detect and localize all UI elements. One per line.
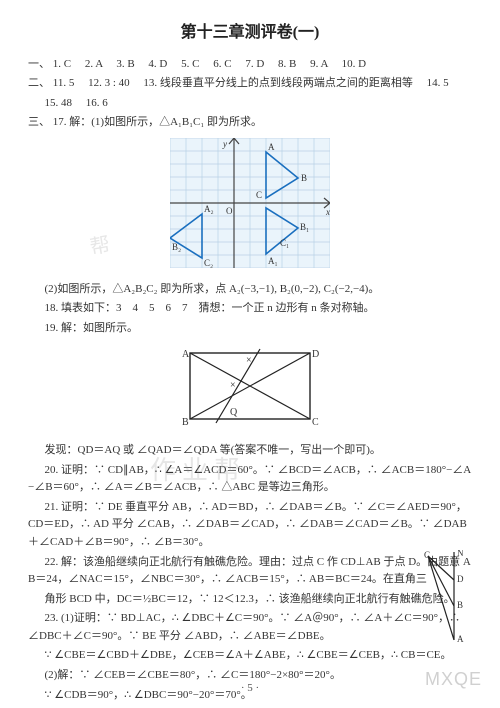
svg-text:B₂: B₂: [172, 242, 181, 252]
mc-6: 6. C: [213, 58, 231, 70]
q23-1: 23. (1)证明：∵ BD⊥AC，∴ ∠DBC＋∠C＝90°。∵ ∠A＠90°…: [28, 610, 472, 645]
fill-15: 15. 48: [45, 97, 73, 109]
mc-7: 7. D: [245, 58, 264, 70]
svg-text:N: N: [457, 550, 464, 558]
q17-2: (2)如图所示，△A₂B₂C₂ 即为所求，点 A₂(−3,−1), B₂(0,−…: [28, 281, 472, 299]
svg-text:×: ×: [230, 380, 236, 391]
svg-text:C: C: [312, 417, 319, 428]
mc-2: 2. A: [85, 58, 103, 70]
svg-text:A: A: [182, 349, 190, 360]
svg-text:B: B: [182, 417, 189, 428]
q18: 18. 填表如下：3 4 5 6 7 猜想：一个正 n 边形有 n 条对称轴。: [28, 300, 472, 318]
svg-text:B: B: [301, 173, 307, 183]
q19: 19. 解：如图所示。: [28, 320, 472, 338]
svg-text:x: x: [325, 207, 330, 217]
svg-text:C₁: C₁: [280, 238, 289, 248]
svg-text:C₂: C₂: [204, 258, 213, 268]
svg-text:A: A: [268, 142, 275, 152]
figure-3-side: C N D B A: [424, 550, 470, 651]
svg-text:C: C: [424, 550, 430, 560]
section2-line1: 二、 11. 5 12. 3 : 40 13. 线段垂直平分线上的点到线段两端点…: [28, 75, 472, 93]
mc-4: 4. D: [148, 58, 167, 70]
svg-text:O: O: [226, 206, 233, 216]
section3-prefix: 三、: [28, 116, 50, 128]
mc-10: 10. D: [342, 58, 366, 70]
svg-text:C: C: [256, 190, 262, 200]
q22-b: 角形 BCD 中，DC＝½BC＝12，∵ 12＜12.3，∴ 该渔船继续向正北航…: [28, 591, 472, 609]
svg-text:×: ×: [246, 355, 252, 366]
fill-16: 16. 6: [86, 97, 108, 109]
q21: 21. 证明：∵ DE 垂直平分 AB，∴ AD＝BD，∴ ∠DAB＝∠B。∵ …: [28, 499, 472, 552]
q19-found: 发现：QD＝AQ 或 ∠QAD＝∠QDA 等(答案不唯一，写出一个即可)。: [28, 442, 472, 460]
mc-8: 8. B: [278, 58, 296, 70]
page-title: 第十三章测评卷(一): [28, 20, 472, 46]
mc-3: 3. B: [116, 58, 134, 70]
svg-text:B: B: [457, 600, 463, 610]
mc-1: 1. C: [53, 58, 71, 70]
fill-14: 14. 5: [427, 77, 449, 89]
svg-text:D: D: [312, 349, 319, 360]
page-number: · 5 ·: [0, 680, 500, 698]
fill-11: 11. 5: [53, 77, 75, 89]
section1-prefix: 一、: [28, 58, 50, 70]
svg-text:A: A: [457, 634, 464, 644]
svg-text:Q: Q: [230, 407, 238, 418]
section2-line2: 15. 48 16. 6: [28, 95, 472, 113]
svg-text:A₁: A₁: [268, 256, 278, 266]
q20: 20. 证明：∵ CD∥AB，∴ ∠A＝∠ACD＝60°。∵ ∠BCD＝∠ACB…: [28, 462, 472, 497]
q23-1b: ∵ ∠CBE＝∠CBD＋∠DBE，∠CEB＝∠A＋∠ABE，∴ ∠CBE＝∠CE…: [28, 647, 472, 665]
svg-text:D: D: [457, 574, 464, 584]
mc-9: 9. A: [310, 58, 328, 70]
svg-text:B₁: B₁: [300, 222, 309, 232]
q22-a: 22. 解：该渔船继续向正北航行有触礁危险。理由：过点 C 作 CD⊥AB 于点…: [28, 554, 472, 589]
q17-1-text: 17. 解：(1)如图所示，△A₁B₁C₁ 即为所求。: [53, 116, 262, 128]
section2-prefix: 二、: [28, 77, 50, 89]
figure-1-grid: x y O A B C A₁ B₁ C₁ A₂ B₂ C₂: [28, 138, 472, 275]
mc-5: 5. C: [181, 58, 199, 70]
svg-text:y: y: [222, 139, 227, 149]
fill-13: 13. 线段垂直平分线上的点到线段两端点之间的距离相等: [143, 77, 413, 89]
fill-12: 12. 3 : 40: [88, 77, 130, 89]
figure-2-rect: × × A B C D Q: [28, 343, 472, 436]
q17-1: 三、 17. 解：(1)如图所示，△A₁B₁C₁ 即为所求。: [28, 114, 472, 132]
section1-line: 一、 1. C 2. A 3. B 4. D 5. C 6. C 7. D 8.…: [28, 56, 472, 74]
svg-text:A₂: A₂: [204, 204, 214, 214]
